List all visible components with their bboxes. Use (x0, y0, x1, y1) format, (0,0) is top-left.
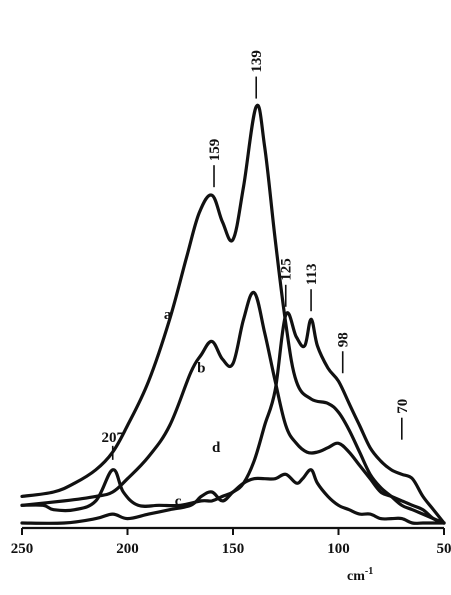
x-axis-ticks: 250 200 150 100 50 (11, 528, 451, 557)
peak-annotations: 207 159 139 125 113 98 70 (101, 50, 411, 460)
series-line-b (20, 290, 446, 525)
peak-label-139: 139 (249, 50, 265, 73)
x-axis-label: cm-1 (347, 566, 373, 584)
curve-label-c: c (175, 493, 182, 509)
series-line-d (20, 311, 446, 525)
curve-label-a: a (164, 307, 172, 323)
peak-label-159: 159 (207, 139, 223, 162)
x-tick-label: 50 (437, 541, 451, 557)
plot-lines (20, 103, 446, 525)
x-axis-label-unit: cm (347, 569, 365, 584)
curve-label-d: d (212, 440, 221, 456)
curve-labels: a b c d (164, 307, 221, 509)
peak-label-113: 113 (304, 264, 320, 286)
series-line-c (20, 468, 446, 525)
peak-label-207: 207 (101, 430, 124, 446)
peak-label-98: 98 (336, 332, 352, 347)
x-tick-label: 150 (222, 541, 245, 557)
x-tick-label: 200 (116, 541, 139, 557)
peak-label-125: 125 (279, 258, 295, 281)
x-tick-label: 250 (11, 541, 34, 557)
curve-label-b: b (197, 360, 205, 376)
peak-label-70: 70 (395, 399, 411, 414)
x-tick-label: 100 (327, 541, 350, 557)
x-axis-label-superscript: -1 (365, 566, 373, 577)
